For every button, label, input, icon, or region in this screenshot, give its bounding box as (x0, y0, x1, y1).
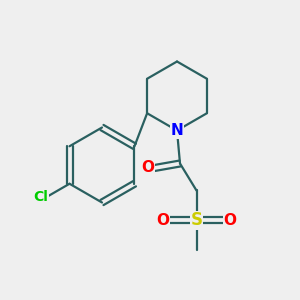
Text: O: O (224, 213, 237, 228)
Text: O: O (156, 213, 170, 228)
Text: Cl: Cl (33, 190, 48, 204)
Text: S: S (190, 212, 202, 230)
Text: O: O (141, 160, 154, 175)
Text: N: N (171, 123, 183, 138)
